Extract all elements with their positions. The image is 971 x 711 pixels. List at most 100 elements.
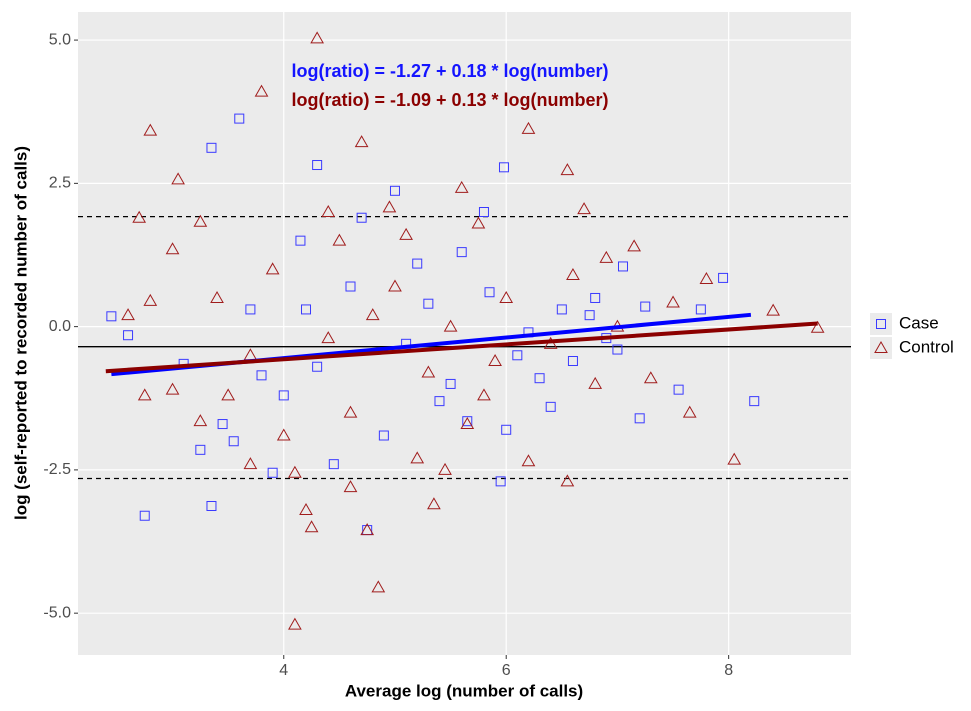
- point: [501, 424, 512, 435]
- point: [810, 320, 825, 333]
- annotation: log(ratio) = -1.27 + 0.18 * log(number): [291, 61, 608, 81]
- point: [299, 503, 313, 516]
- point: [389, 185, 400, 196]
- point: [640, 301, 651, 312]
- point: [165, 382, 180, 395]
- point: [343, 480, 358, 493]
- point: [445, 378, 456, 389]
- fit-lines: [105, 312, 818, 377]
- point: [590, 292, 601, 303]
- y-tick-label: -5.0: [43, 604, 71, 621]
- point: [234, 113, 245, 124]
- point: [193, 214, 208, 227]
- point: [301, 304, 312, 315]
- point: [567, 356, 578, 367]
- point: [217, 419, 228, 430]
- point: [462, 416, 473, 427]
- x-tick-label: 6: [502, 662, 511, 679]
- point: [410, 451, 425, 464]
- point: [427, 497, 441, 510]
- point: [265, 262, 280, 275]
- point: [438, 462, 452, 475]
- point: [278, 390, 289, 401]
- point: [499, 290, 514, 303]
- y-tick-label: 5.0: [49, 31, 71, 48]
- point: [382, 200, 397, 213]
- point: [456, 247, 467, 258]
- panel: [78, 12, 851, 655]
- legend-marker: [876, 319, 886, 329]
- point: [766, 303, 781, 316]
- point: [321, 331, 336, 344]
- point: [332, 233, 347, 246]
- point: [143, 293, 158, 306]
- point: [139, 510, 150, 521]
- point: [478, 207, 489, 218]
- point: [495, 476, 506, 487]
- point: [243, 457, 258, 470]
- point: [471, 216, 486, 229]
- y-tick-label: 2.5: [49, 175, 71, 192]
- point: [612, 344, 623, 355]
- point: [521, 454, 536, 467]
- point: [210, 290, 224, 303]
- point: [423, 298, 434, 309]
- legend-marker: [874, 340, 888, 353]
- point: [627, 239, 641, 252]
- point: [310, 31, 324, 44]
- point: [365, 308, 380, 321]
- point: [727, 452, 742, 465]
- fit-line: [105, 321, 818, 374]
- point: [512, 350, 523, 361]
- point: [304, 520, 319, 533]
- point: [749, 396, 760, 407]
- point: [354, 135, 369, 148]
- legend-label: Control: [899, 337, 954, 356]
- point: [295, 235, 306, 246]
- point: [276, 428, 291, 441]
- point: [356, 212, 367, 223]
- point: [254, 84, 269, 97]
- point: [371, 580, 386, 593]
- point: [256, 370, 267, 381]
- point: [321, 204, 336, 218]
- point: [399, 227, 413, 240]
- point: [143, 123, 158, 136]
- point: [682, 405, 697, 418]
- point: [560, 163, 575, 176]
- y-tick-label: -2.5: [43, 461, 71, 478]
- point: [443, 319, 458, 332]
- point: [328, 459, 339, 470]
- point: [343, 405, 358, 418]
- legend-key: [870, 337, 892, 359]
- point: [106, 311, 117, 322]
- point: [345, 281, 356, 292]
- point: [171, 172, 185, 185]
- point: [121, 308, 135, 321]
- x-axis-title: Average log (number of calls): [345, 681, 583, 700]
- point: [245, 304, 256, 315]
- point: [599, 250, 614, 263]
- point: [718, 272, 729, 283]
- labels: 4 6 8 5.0 2.5 0.0 -2.5 -5.0 log(ratio) = -1.27 +…: [43, 31, 953, 679]
- point: [498, 162, 509, 173]
- point: [434, 396, 445, 407]
- point: [695, 304, 706, 315]
- point: [534, 373, 545, 384]
- point: [378, 430, 389, 441]
- y-tick-label: 0.0: [49, 318, 71, 335]
- point: [132, 210, 147, 223]
- point: [673, 384, 684, 395]
- point: [312, 160, 323, 171]
- x-tick-label: 4: [279, 662, 288, 679]
- point: [634, 413, 645, 424]
- annotation: log(ratio) = -1.09 + 0.13 * log(number): [291, 90, 608, 110]
- legend-label: Case: [899, 313, 939, 332]
- legend-key: [870, 313, 892, 335]
- point: [206, 142, 217, 153]
- point: [556, 304, 567, 315]
- point: [484, 287, 495, 298]
- point: [617, 261, 628, 272]
- point: [165, 242, 180, 255]
